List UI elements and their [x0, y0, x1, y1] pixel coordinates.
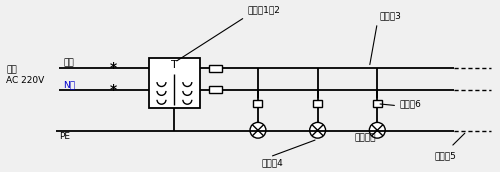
- Text: 见说明3: 见说明3: [380, 11, 401, 20]
- Text: 见说明4: 见说明4: [261, 159, 283, 168]
- Text: 电源
AC 220V: 电源 AC 220V: [6, 66, 44, 85]
- Text: N线: N线: [63, 80, 75, 89]
- Text: PE: PE: [59, 132, 70, 141]
- Bar: [254, 100, 262, 107]
- Text: 不接地的: 不接地的: [354, 133, 376, 142]
- Circle shape: [250, 122, 266, 138]
- Circle shape: [370, 122, 385, 138]
- Text: 见说明5: 见说明5: [435, 151, 457, 160]
- Text: T: T: [171, 60, 178, 70]
- Text: *: *: [110, 61, 118, 75]
- Text: 见说明1、2: 见说明1、2: [247, 5, 280, 14]
- Text: *: *: [110, 83, 118, 97]
- Bar: [148, 58, 201, 108]
- Text: 相线: 相线: [63, 58, 74, 67]
- Bar: [208, 65, 222, 72]
- Text: 见说明6: 见说明6: [399, 99, 421, 108]
- Circle shape: [310, 122, 326, 138]
- Bar: [373, 100, 382, 107]
- Bar: [313, 100, 322, 107]
- Bar: [208, 87, 222, 93]
